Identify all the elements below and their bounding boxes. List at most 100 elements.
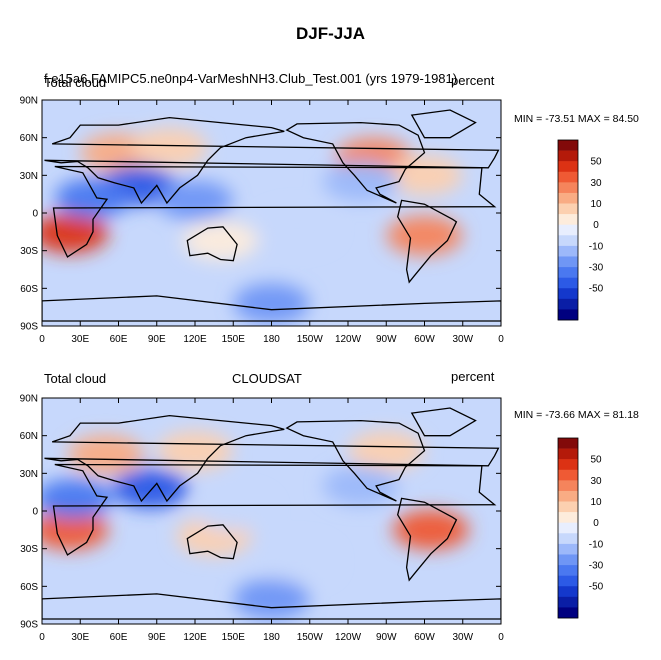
colorbar-swatch (558, 490, 578, 502)
anomaly-region-6 (182, 220, 259, 261)
colorbar-swatch (558, 288, 578, 300)
coastline (186, 226, 238, 262)
colorbar-label: 50 (590, 455, 602, 466)
colorbar-swatch (558, 309, 578, 321)
coastline (285, 121, 426, 204)
colorbar-swatch (558, 565, 578, 576)
x-tick-label: 60E (110, 334, 128, 345)
case-label: CLOUDSAT (232, 371, 302, 386)
x-tick-label: 90E (148, 632, 166, 643)
x-tick-label: 0 (498, 334, 504, 345)
colorbar-label: -50 (589, 582, 604, 593)
colorbar-swatch (558, 501, 578, 513)
colorbar-swatch (558, 267, 578, 278)
colorbar-swatch (558, 554, 578, 566)
colorbar-swatch (558, 607, 578, 619)
anomaly-region-3 (42, 509, 109, 550)
y-tick-label: 60S (20, 582, 38, 593)
stats-label: MIN = -73.66 MAX = 81.18 (514, 409, 639, 421)
colorbar-swatch (558, 150, 578, 162)
colorbar-swatch (558, 161, 578, 173)
colorbar-swatch (558, 235, 578, 247)
anomaly-region-2 (348, 430, 425, 471)
x-tick-label: 150E (222, 632, 246, 643)
y-tick-label: 90N (20, 394, 38, 405)
coastline (52, 165, 497, 258)
coastline (397, 199, 458, 284)
coastline (44, 414, 500, 503)
x-tick-label: 180 (263, 334, 280, 345)
x-tick-label: 0 (39, 334, 45, 345)
colorbar-swatch (558, 140, 578, 151)
colorbar-label: 30 (590, 476, 602, 487)
x-tick-label: 120E (183, 632, 207, 643)
colorbar-swatch (558, 459, 578, 471)
anomaly-region-0 (67, 434, 144, 475)
colorbar-label: -10 (589, 241, 604, 252)
colorbar-label: 0 (593, 220, 599, 231)
y-tick-label: 90S (20, 322, 38, 333)
colorbar-label: 10 (590, 199, 602, 210)
colorbar-swatch (558, 214, 578, 226)
anomaly-region-9 (322, 465, 399, 506)
anomaly-region-10 (259, 541, 335, 582)
y-tick-label: 90N (20, 96, 38, 107)
colorbar-swatch (558, 596, 578, 608)
units-label: percent (451, 369, 495, 384)
colorbar-swatch (558, 469, 578, 481)
stats-label: MIN = -73.51 MAX = 84.50 (514, 113, 639, 125)
coastline (52, 463, 497, 556)
y-tick-label: 60N (20, 431, 38, 442)
colorbar-swatch (558, 448, 578, 460)
colorbar-swatch (558, 245, 578, 257)
anomaly-region-8 (195, 491, 272, 531)
colorbar-swatch (558, 512, 578, 524)
y-tick-label: 60N (20, 133, 38, 144)
x-tick-label: 60E (110, 632, 128, 643)
anomaly-region-4 (392, 509, 469, 550)
anomaly-region-1 (131, 127, 208, 168)
x-tick-label: 120E (183, 334, 207, 345)
anomaly-region-10 (322, 161, 399, 202)
colorbar-swatch (558, 298, 578, 310)
y-tick-label: 0 (32, 507, 38, 518)
colorbar-label: 50 (590, 157, 602, 168)
colorbar-frame (557, 139, 579, 321)
map-svg: 0 30E 60E 90E 120E 150E 180 150W 120W 90W 60W 30W 09… (20, 96, 604, 346)
colorbar-swatch (558, 192, 578, 204)
colorbar-swatch (558, 171, 578, 183)
colorbar-label: -50 (589, 284, 604, 295)
x-tick-label: 30W (452, 632, 473, 643)
colorbar-swatch (558, 224, 578, 236)
colorbar-label: 0 (593, 518, 599, 529)
coastline (186, 524, 238, 560)
anomaly-region-9 (157, 180, 233, 221)
y-tick-label: 90S (20, 620, 38, 631)
y-tick-label: 30S (20, 246, 38, 257)
colorbar-swatch (558, 277, 578, 289)
colorbar-label: -30 (589, 561, 604, 572)
colorbar-swatch (558, 256, 578, 268)
units-label: percent (451, 73, 495, 88)
x-tick-label: 90W (376, 632, 397, 643)
difference-map-panel: 0 30E 60E 90E 120E 150E 180 150W 120W 90W 60W 30W 0 9… (0, 70, 661, 360)
anomaly-region-11 (259, 208, 335, 249)
y-tick-label: 30N (20, 469, 38, 480)
anomaly-region-3 (386, 155, 463, 196)
colorbar-swatch (558, 586, 578, 598)
coastline (410, 109, 477, 139)
coastline (285, 419, 426, 502)
anomaly-region-4 (42, 213, 109, 254)
colorbar-swatch (558, 522, 578, 534)
x-tick-label: 60W (414, 632, 435, 643)
colorbar-label: 10 (590, 497, 602, 508)
x-tick-label: 90E (148, 334, 166, 345)
x-tick-label: 0 (39, 632, 45, 643)
coastline (410, 407, 477, 437)
observation-map-panel: 0 30E 60E 90E 120E 150E 180 150W 120W 90W 60W 30W 0 9… (0, 368, 661, 658)
variable-label: Total cloud (44, 75, 107, 90)
x-tick-label: 30E (71, 632, 89, 643)
variable-label: Total cloud (44, 371, 107, 386)
colorbar-swatch (558, 203, 578, 215)
x-tick-label: 120W (335, 334, 362, 345)
